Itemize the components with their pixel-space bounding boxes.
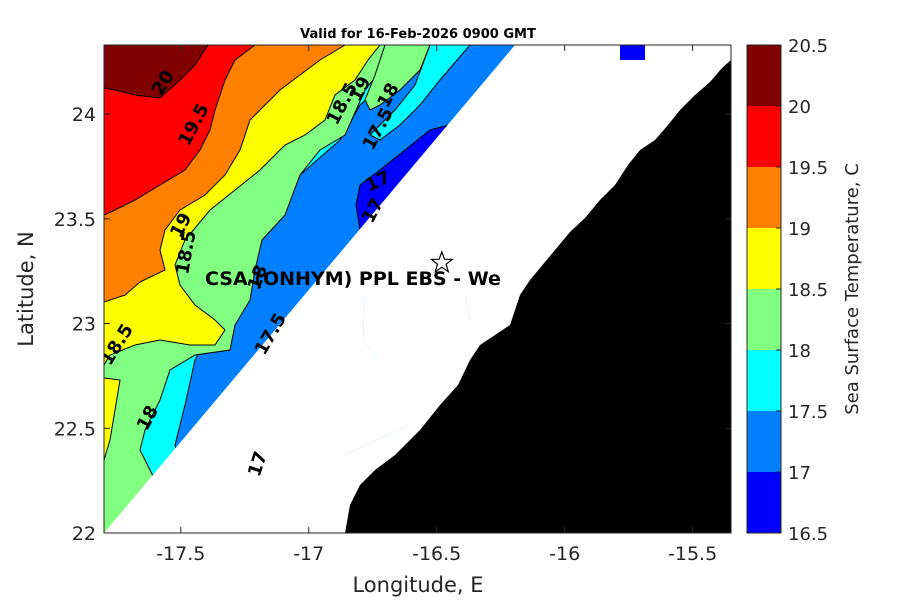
y-tick-label: 23 xyxy=(72,314,96,336)
x-tick-label: -16.5 xyxy=(412,543,461,565)
colorbar: 16.5 17 17.5 18 18.5 19 19.5 20 20.5 xyxy=(746,36,828,545)
x-tick-label: -15.5 xyxy=(668,543,717,565)
y-tick-label: 23.5 xyxy=(54,209,96,231)
nodata-block-2 xyxy=(470,240,515,320)
colorbar-band xyxy=(747,45,781,106)
nodata-block-south xyxy=(278,480,345,533)
colorbar-tick-label: 19 xyxy=(788,219,811,240)
colorbar-tick-label: 20 xyxy=(788,97,811,118)
colorbar-label: Sea Surface Temperature, C xyxy=(842,163,863,415)
y-tick-label: 22 xyxy=(72,523,96,545)
region-20-20.5 xyxy=(104,45,209,99)
y-tick-label: 24 xyxy=(72,104,96,126)
y-axis-label: Latitude, N xyxy=(14,231,38,347)
x-axis: -17.5 -17 -16.5 -16 -15.5 xyxy=(156,45,717,565)
y-tick-label: 22.5 xyxy=(54,418,96,440)
region-17.5-nearshore xyxy=(369,45,471,141)
colorbar-tick-label: 18.5 xyxy=(788,280,828,301)
colorbar-tick-label: 18 xyxy=(788,341,811,362)
colorbar-tick-label: 16.5 xyxy=(788,524,828,545)
colorbar-tick-label: 19.5 xyxy=(788,158,828,179)
x-tick-label: -16 xyxy=(549,543,580,565)
colorbar-tick-label: 17.5 xyxy=(788,402,828,423)
colorbar-band xyxy=(747,411,781,472)
x-tick-label: -17 xyxy=(293,543,324,565)
nodata-coastal-overlay xyxy=(345,45,731,533)
colorbar-band xyxy=(747,167,781,228)
site-star-icon xyxy=(429,250,454,274)
map-title: Valid for 16-Feb-2026 0900 GMT xyxy=(300,27,536,42)
x-tick-label: -17.5 xyxy=(156,543,205,565)
colorbar-band xyxy=(747,472,781,533)
colorbar-band xyxy=(747,106,781,167)
colorbar-tick-label: 20.5 xyxy=(788,36,828,57)
x-axis-label: Longitude, E xyxy=(352,573,483,597)
y-axis: 22 22.5 23 23.5 24 xyxy=(54,104,731,545)
colorbar-tick-label: 17 xyxy=(788,463,811,484)
colorbar-band xyxy=(747,228,781,289)
colorbar-band xyxy=(747,350,781,411)
colorbar-band xyxy=(747,289,781,350)
site-label: CSA (ONHYM) PPL EBS - We xyxy=(205,268,501,290)
plot-frame xyxy=(103,44,732,534)
